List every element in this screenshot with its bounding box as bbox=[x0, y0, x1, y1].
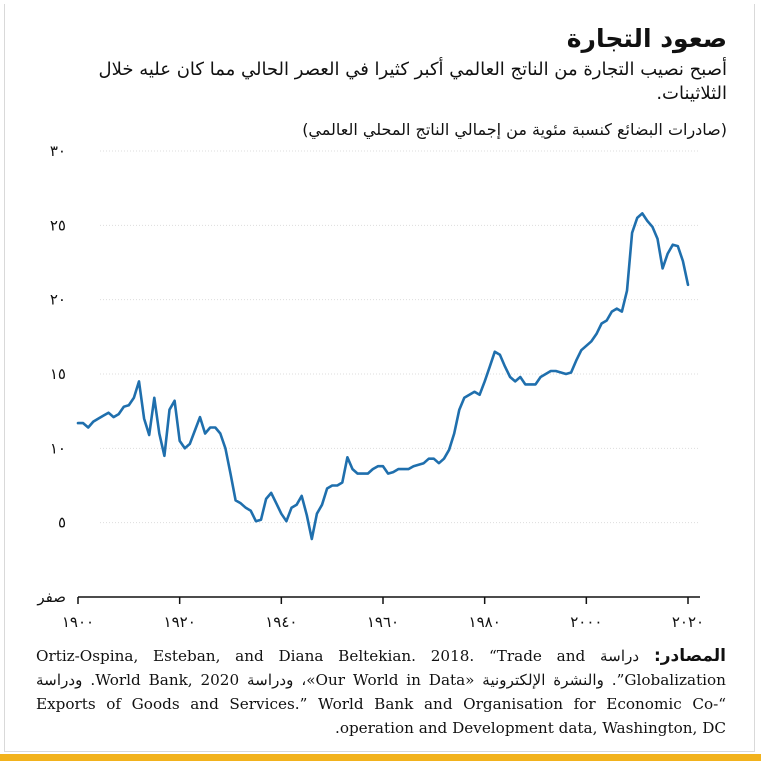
line-chart: صفر ٥ ١٠ ١٥ ٢٠ ٢٥ ٣٠ ١٩٠٠ ١٩٢٠ ١٩٤٠ ١٩٦٠ ١٩٨٠ ٢٠٠٠ ٢٠… bbox=[36, 142, 704, 631]
y-tick-label: صفر bbox=[36, 588, 66, 606]
x-tick-label: ١٩٦٠ bbox=[367, 613, 399, 631]
x-tick-label: ٢٠٠٠ bbox=[570, 613, 602, 631]
y-tick-label: ٣٠ bbox=[50, 142, 66, 160]
y-tick-label: ٥ bbox=[58, 514, 66, 532]
chart-title: صعود التجارة bbox=[566, 24, 727, 53]
y-tick-label: ٢٠ bbox=[50, 291, 66, 309]
chart-subtitle: أصبح نصيب التجارة من الناتج العالمي أكبر… bbox=[98, 59, 727, 104]
figure-frame bbox=[4, 4, 755, 752]
y-axis-unit-label: (صادرات البضائع كنسبة مئوية من إجمالي ال… bbox=[302, 120, 727, 139]
x-tick-label: ١٩٠٠ bbox=[62, 613, 94, 631]
source-text: دراسة Ortiz-Ospina, Esteban, and Diana B… bbox=[36, 647, 726, 737]
y-tick-label: ١٥ bbox=[50, 365, 66, 383]
source-label: المصادر: bbox=[653, 646, 726, 666]
accent-bar bbox=[0, 754, 761, 761]
x-tick-label: ٢٠٢٠ bbox=[672, 613, 704, 631]
x-tick-label: ١٩٨٠ bbox=[469, 613, 501, 631]
y-tick-label: ٢٥ bbox=[50, 216, 66, 234]
x-tick-label: ١٩٢٠ bbox=[164, 613, 196, 631]
series-line bbox=[76, 212, 690, 541]
source-note: المصادر: دراسة Ortiz-Ospina, Esteban, an… bbox=[36, 644, 726, 740]
y-tick-label: ١٠ bbox=[50, 439, 66, 457]
x-tick-label: ١٩٤٠ bbox=[265, 613, 297, 631]
